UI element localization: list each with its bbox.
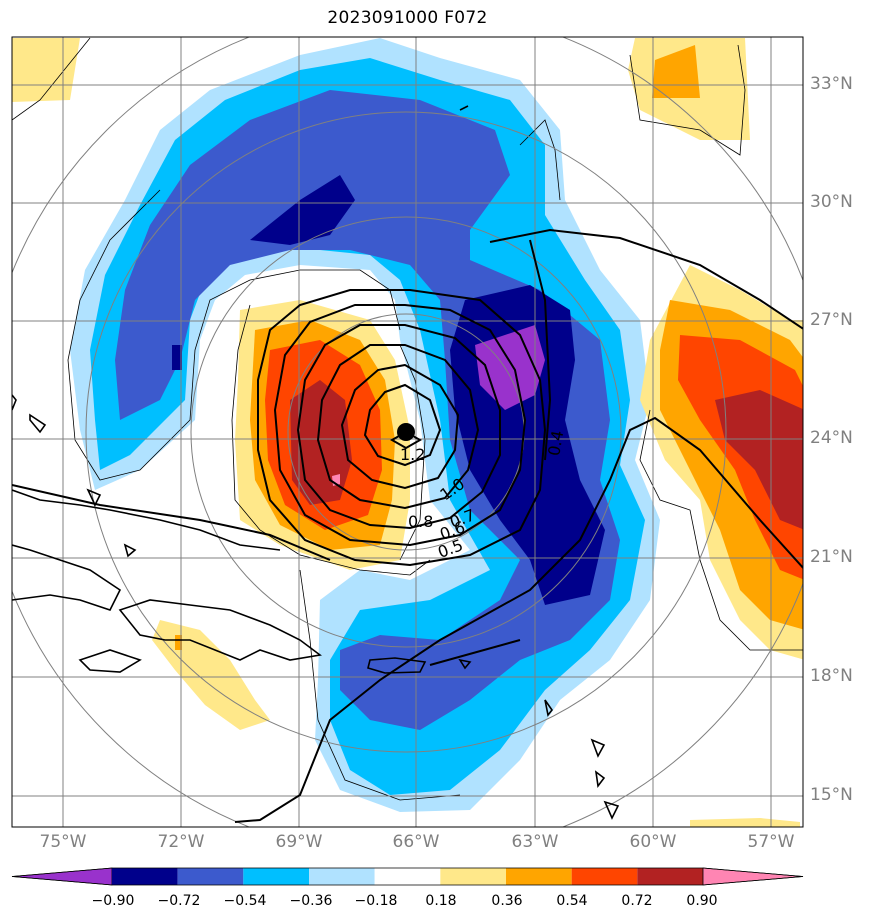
lon-label-60w: 60°W <box>629 832 677 852</box>
colorbar-tick-label: −0.72 <box>157 893 201 909</box>
cuba-coastline <box>12 489 281 551</box>
colorbar-outline <box>11 867 804 886</box>
map-title: 2023091000 F072 <box>327 8 488 28</box>
puerto-rico-coastline <box>367 657 427 674</box>
colorbar-segment <box>374 868 441 885</box>
positive-firebrick-east <box>715 390 803 530</box>
colorbar-segment <box>637 868 703 885</box>
positive-firebrick-core <box>290 380 352 505</box>
colorbar-segment <box>112 868 178 885</box>
bahamas-3 <box>123 543 137 558</box>
lesser-antilles-1 <box>590 738 606 758</box>
lat-label-18n: 18°N <box>810 666 853 686</box>
jamaica-coastline <box>78 649 142 673</box>
contour-label-0-4: 0.4 <box>544 429 567 457</box>
bermuda <box>459 105 469 111</box>
colorbar-tick-label: −0.36 <box>289 893 333 909</box>
lon-label-66w: 66°W <box>392 832 440 852</box>
cuba-south-coastline <box>12 544 122 611</box>
lon-label-75w: 75°W <box>39 832 87 852</box>
lon-label-57w: 57°W <box>747 832 795 852</box>
colorbar-extend-min <box>11 867 113 886</box>
bahamas-4 <box>458 658 472 670</box>
lat-label-24n: 24°N <box>810 428 853 448</box>
contour-label-0-8: 0.8 <box>408 512 433 531</box>
lat-label-15n: 15°N <box>810 785 853 805</box>
florida-keys <box>12 394 17 411</box>
lon-label-69w: 69°W <box>275 832 323 852</box>
lesser-antilles-3 <box>603 800 620 820</box>
colorbar-tick-label: −0.54 <box>223 893 267 909</box>
lesser-antilles-2 <box>594 770 606 789</box>
lon-label-72w: 72°W <box>157 832 205 852</box>
colorbar-segment <box>506 868 572 885</box>
colorbar-segment <box>243 868 309 885</box>
lon-label-63w: 63°W <box>511 832 559 852</box>
storm-center-marker <box>397 423 415 441</box>
colorbar-segment <box>440 868 506 885</box>
positive-light-yellow-hispaniola <box>152 620 270 730</box>
colorbar-tick-label: 0.72 <box>621 893 653 909</box>
map-frame <box>11 36 804 828</box>
hispaniola-coastline <box>118 599 322 661</box>
positive-light-yellow-southeast <box>690 818 800 827</box>
colorbar-segment <box>309 868 375 885</box>
colorbar-tick-label: −0.18 <box>354 893 398 909</box>
lat-label-21n: 21°N <box>810 547 853 567</box>
contour-label-1-2: 1.2 <box>400 445 425 464</box>
colorbar-tick-label: 0.90 <box>686 893 718 909</box>
negative-navy-region-north <box>250 175 355 245</box>
positive-orange-hispaniola <box>175 635 182 650</box>
colorbar-tick-label: 0.18 <box>425 893 457 909</box>
negative-royal-blue-region <box>115 90 620 730</box>
bahamas-5 <box>544 699 553 717</box>
bahamas-2 <box>86 488 102 507</box>
colorbar-segment <box>571 868 638 885</box>
colorbar-segment <box>177 868 244 885</box>
thin-contour-lines <box>12 37 803 801</box>
colorbar-tick-label: 0.54 <box>556 893 588 909</box>
colorbar-tick-label: −0.90 <box>91 893 135 909</box>
colorbar <box>11 867 804 886</box>
lat-label-33n: 33°N <box>810 74 853 94</box>
lat-label-30n: 30°N <box>810 192 853 212</box>
negative-navy-region-west <box>172 345 182 370</box>
coastlines <box>12 105 620 820</box>
bold-contours <box>12 228 803 823</box>
bahamas-1 <box>29 413 47 434</box>
colorbar-tick-label: 0.36 <box>491 893 523 909</box>
lat-label-27n: 27°N <box>810 310 853 330</box>
colorbar-extend-max <box>702 867 804 886</box>
